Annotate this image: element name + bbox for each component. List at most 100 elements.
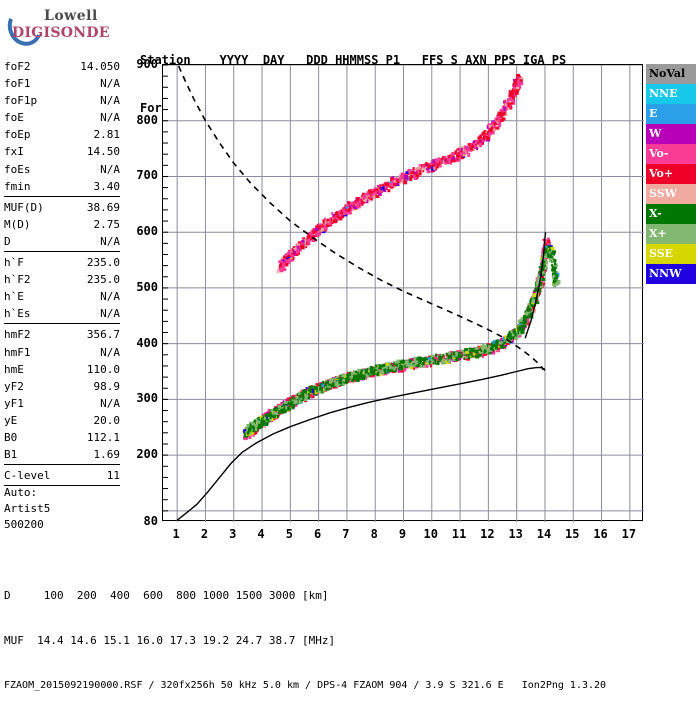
- param-value: N/A: [100, 290, 120, 304]
- param-value: 14.050: [80, 60, 120, 73]
- param-key: foF2: [4, 60, 31, 73]
- legend-item-vo[interactable]: Vo-: [646, 144, 696, 164]
- param-row-foe: foE N/A: [4, 109, 120, 126]
- y-tick-600: 600: [136, 224, 158, 239]
- param-value: N/A: [100, 94, 120, 108]
- x-tick-1: 1: [172, 527, 180, 541]
- footer-file-row: FZAOM_2015092190000.RSF / 320fx256h 50 k…: [4, 680, 607, 691]
- param-value: 14.50: [86, 145, 120, 159]
- param-key: foF1p: [4, 94, 38, 108]
- param-value: 235.0: [86, 256, 120, 270]
- x-tick-8: 8: [370, 527, 378, 541]
- param-value: N/A: [100, 396, 120, 410]
- footer-info: D 100 200 400 600 800 1000 1500 3000 [km…: [4, 558, 606, 708]
- param-value: 98.9: [93, 379, 121, 393]
- x-tick-13: 13: [508, 527, 523, 541]
- param-row-hes: h`Es N/A: [4, 305, 120, 322]
- logo-lowell-text: Lowell: [44, 8, 98, 24]
- ionogram-svg: [163, 64, 644, 522]
- param-row-b1: B1 1.69: [4, 446, 120, 463]
- x-tick-17: 17: [621, 527, 637, 541]
- param-key: foEs: [4, 162, 31, 176]
- param-row-he: h`E N/A: [4, 288, 120, 305]
- legend-item-noval[interactable]: NoVal: [646, 64, 696, 84]
- series-5: [524, 232, 547, 339]
- param-value: N/A: [100, 77, 120, 91]
- x-tick-9: 9: [398, 527, 407, 541]
- param-divider: [4, 195, 120, 197]
- param-row-fof1: foF1 N/A: [4, 75, 120, 92]
- param-key: h`F2: [4, 273, 31, 287]
- param-row-clevel: C-level 11: [4, 467, 120, 484]
- param-row-hmf1: hmF1 N/A: [4, 344, 120, 361]
- legend-item-ssw[interactable]: SSW: [646, 184, 696, 204]
- y-axis-tick-labels: 80 200 300 400 500 600 700 800 900: [118, 57, 158, 528]
- param-divider: [4, 485, 120, 487]
- legend-item-vo[interactable]: Vo+: [646, 164, 696, 184]
- x-axis-tick-labels: 1 2 3 4 5 6 7 8 9 10 11 12 13 14 15 16 17: [162, 527, 643, 545]
- param-value: 110.0: [86, 362, 120, 376]
- param-row-fof1p: foF1p N/A: [4, 92, 120, 109]
- param-row-mufd: MUF(D) 38.69: [4, 199, 120, 216]
- grid-lines: [163, 64, 644, 522]
- y-tick-80: 80: [143, 514, 158, 528]
- param-key: foEp: [4, 128, 31, 142]
- ionospheric-parameters-table: foF2 14.050 foF1 N/A foF1p N/A foE N/A foEp 2.81 f…: [4, 58, 120, 488]
- auto-line-2: 500200: [4, 518, 44, 531]
- param-key: h`E: [4, 290, 24, 304]
- auto-line-0: Auto:: [4, 486, 38, 499]
- legend-item-w[interactable]: W: [646, 124, 696, 144]
- param-value: 1.69: [93, 448, 121, 462]
- footer-distance-row: D 100 200 400 600 800 1000 1500 3000 [km…: [4, 589, 329, 602]
- param-key: foF1: [4, 77, 31, 91]
- param-divider: [4, 251, 120, 253]
- y-tick-900: 900: [136, 57, 158, 71]
- param-row-yf1: yF1 N/A: [4, 395, 120, 412]
- param-row-foes: foEs N/A: [4, 161, 120, 178]
- legend-item-x[interactable]: X-: [646, 204, 696, 224]
- lowell-digisonde-logo: Lowell DIGISONDE: [2, 3, 128, 51]
- param-value: 112.1: [86, 430, 120, 444]
- param-divider: [4, 464, 120, 466]
- param-key: M(D): [4, 217, 31, 231]
- legend-item-sse[interactable]: SSE: [646, 244, 696, 264]
- param-key: h`Es: [4, 307, 31, 321]
- y-tick-500: 500: [136, 279, 158, 294]
- param-key: h`F: [4, 256, 24, 270]
- param-value: 20.0: [93, 413, 121, 427]
- legend-item-e[interactable]: E: [646, 104, 696, 124]
- param-key: yE: [4, 413, 18, 427]
- param-value: 356.7: [86, 328, 120, 342]
- x-tick-16: 16: [593, 527, 608, 541]
- param-row-d: D N/A: [4, 233, 120, 250]
- param-row-foep: foEp 2.81: [4, 126, 120, 143]
- param-row-fof2: foF2 14.050: [4, 58, 120, 75]
- param-value: 2.75: [93, 217, 121, 231]
- param-value: 235.0: [86, 273, 120, 287]
- legend-item-x[interactable]: X+: [646, 224, 696, 244]
- series-3: [177, 65, 545, 371]
- x-tick-4: 4: [257, 527, 265, 541]
- x-tick-6: 6: [313, 527, 322, 541]
- series-4: [176, 366, 546, 521]
- legend-item-nne[interactable]: NNE: [646, 84, 696, 104]
- param-key: hmF1: [4, 345, 31, 359]
- param-row-yf2: yF2 98.9: [4, 378, 120, 395]
- y-tick-400: 400: [136, 335, 158, 350]
- x-tick-11: 11: [451, 527, 467, 541]
- x-tick-12: 12: [480, 527, 495, 541]
- param-value: 3.40: [93, 179, 121, 193]
- param-key: hmF2: [4, 328, 31, 342]
- x-tick-5: 5: [285, 527, 293, 541]
- legend-item-nnw[interactable]: NNW: [646, 264, 696, 284]
- footer-muf-row: MUF 14.4 14.6 15.1 16.0 17.3 19.2 24.7 3…: [4, 634, 336, 647]
- param-key: D: [4, 234, 11, 248]
- param-row-hme: hmE 110.0: [4, 361, 120, 378]
- param-row-fmin: fmin 3.40: [4, 178, 120, 195]
- param-row-ye: yE 20.0: [4, 412, 120, 429]
- ionogram-plot-area[interactable]: [162, 64, 644, 522]
- param-row-hmf2: hmF2 356.7: [4, 326, 120, 343]
- x-tick-2: 2: [200, 527, 209, 541]
- param-key: B0: [4, 430, 18, 444]
- minor-ticks: [163, 64, 168, 512]
